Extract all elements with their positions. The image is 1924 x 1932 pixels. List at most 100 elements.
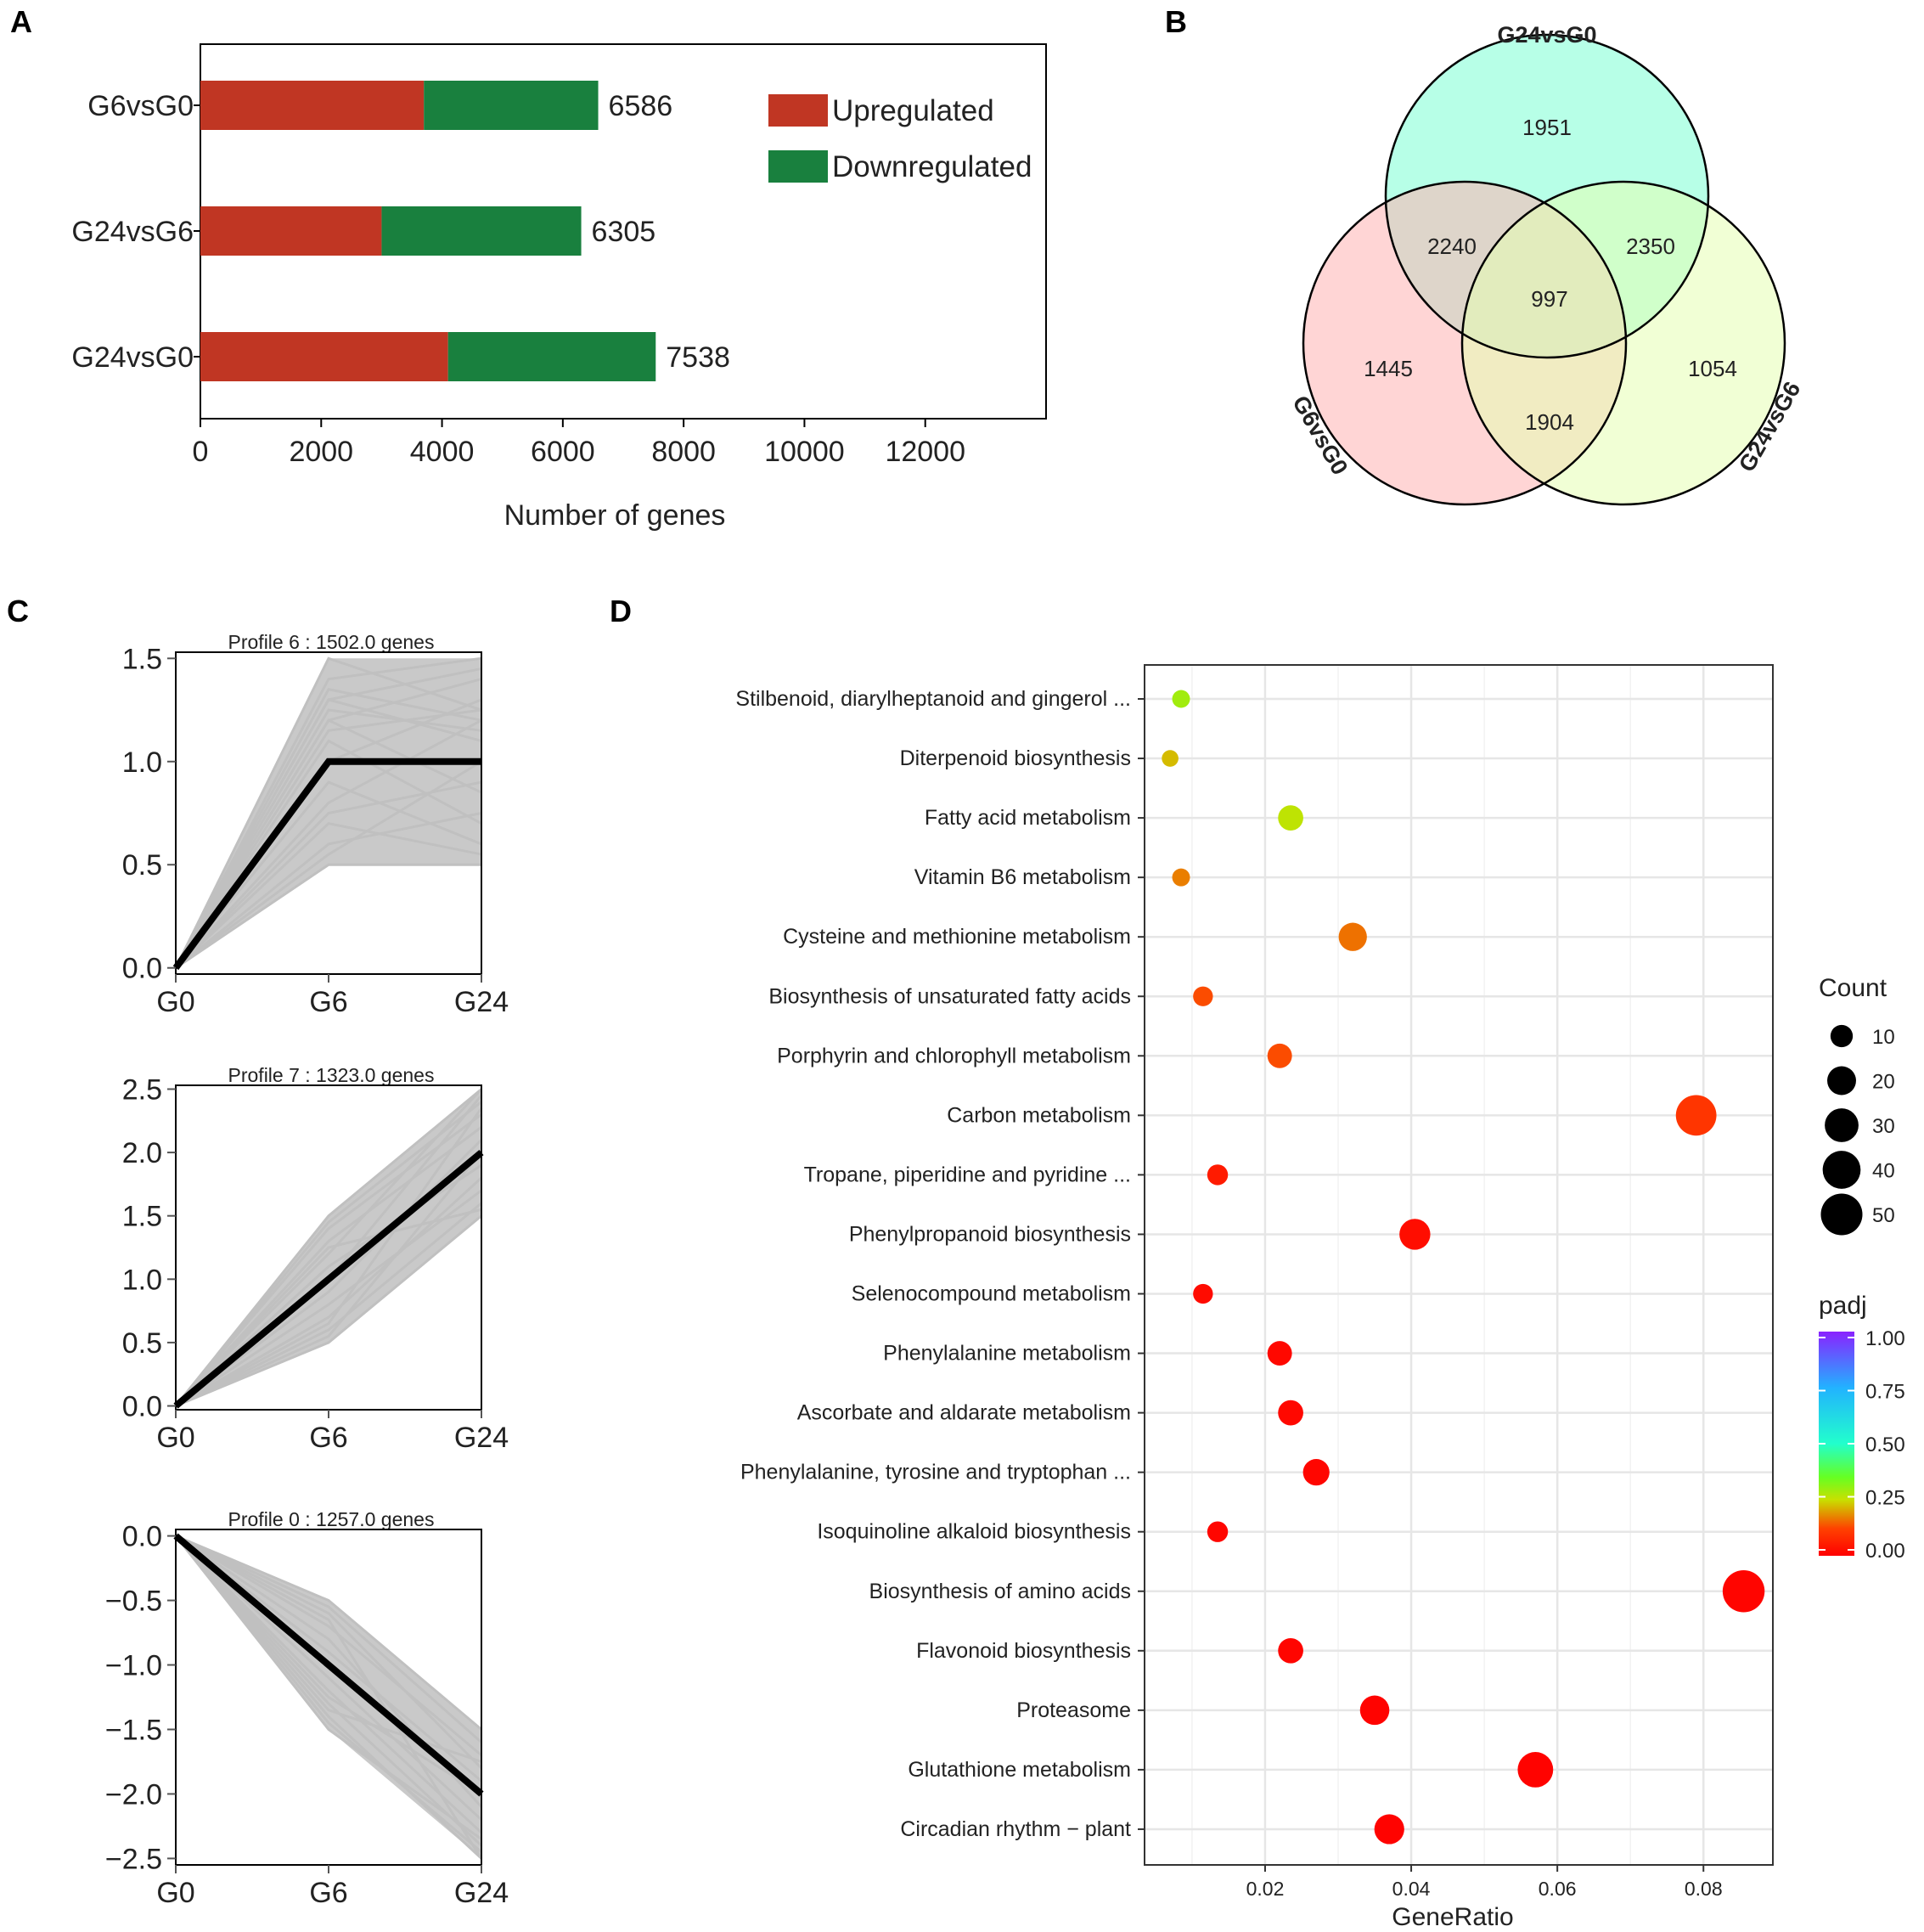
pathway-point: [1399, 1219, 1431, 1250]
pathway-label: Biosynthesis of amino acids: [869, 1580, 1131, 1603]
legend-size-dot: [1822, 1151, 1861, 1189]
pathway-label: Phenylpropanoid biosynthesis: [849, 1222, 1131, 1246]
pathway-label: Proteasome: [1016, 1698, 1131, 1722]
pathway-label: Phenylalanine metabolism: [883, 1342, 1131, 1366]
legend-swatch-downregulated: [768, 150, 828, 183]
profile-plot: Profile 0 : 1257.0 genes 0.0 −0.5 −1.0 −1.5 −…: [105, 1508, 509, 1909]
legend-color-label: 0.00: [1865, 1540, 1905, 1563]
profile-plot: Profile 7 : 1323.0 genes 0.0 0.5 1.0 1.5 2.0 2…: [122, 1064, 509, 1454]
legend-padj-title: padj: [1819, 1292, 1867, 1320]
pathway-label: Cysteine and methionine metabolism: [783, 925, 1131, 949]
profile-model-line: [173, 1533, 484, 1797]
pathway-label: Ascorbate and aldarate metabolism: [797, 1401, 1131, 1425]
x-tick-label: 0.04: [1392, 1878, 1431, 1900]
legend-size-label: 30: [1872, 1115, 1895, 1138]
pathway-point: [1675, 1095, 1717, 1136]
y-tick-label: 2.0: [122, 1137, 162, 1169]
venn-label-g24vsg0: G24vsG0: [1497, 22, 1596, 48]
panel-letter-a: A: [10, 4, 32, 39]
y-tick-label: −1.5: [105, 1714, 162, 1746]
pathway-point: [1722, 1570, 1765, 1613]
bar-downregulated: [381, 206, 582, 256]
x-tick-label: 0.06: [1539, 1878, 1577, 1900]
y-category-label: G24vsG6: [71, 216, 194, 248]
pathway-label: Carbon metabolism: [947, 1103, 1131, 1127]
x-tick-label: 0.08: [1685, 1878, 1723, 1900]
legend-size-label: 50: [1872, 1204, 1895, 1227]
y-tick-label: −0.5: [105, 1586, 162, 1618]
legend-color-label: 0.50: [1865, 1434, 1905, 1456]
profile-gene-band: [176, 658, 481, 968]
x-axis-title: Number of genes: [504, 499, 726, 532]
x-tick-label: G24: [454, 986, 509, 1018]
pathway-point: [1172, 690, 1190, 708]
venn-region-count: 997: [1531, 286, 1567, 312]
bar-upregulated: [200, 206, 382, 256]
venn-circle-outline: [1302, 180, 1628, 506]
pathway-label: Fatty acid metabolism: [925, 806, 1131, 830]
pathway-label: Stilbenoid, diarylheptanoid and gingerol…: [735, 687, 1131, 711]
x-tick-label: 2000: [289, 436, 353, 468]
legend-size-dot: [1827, 1066, 1856, 1096]
pathway-label: Glutathione metabolism: [908, 1758, 1131, 1782]
venn-region-count: 1904: [1525, 409, 1574, 435]
x-tick-label: G0: [156, 1422, 194, 1454]
legend-size-label: 20: [1872, 1071, 1895, 1094]
bar-downregulated: [424, 81, 599, 130]
y-tick-label: 0.0: [122, 1521, 162, 1553]
panel-letter-b: B: [1165, 4, 1187, 39]
venn-region-count: 1445: [1364, 356, 1413, 381]
pathway-label: Tropane, piperidine and pyridine ...: [804, 1163, 1131, 1186]
legend-size-label: 10: [1872, 1026, 1895, 1049]
pathway-point: [1278, 1637, 1303, 1664]
profile-title: Profile 7 : 1323.0 genes: [228, 1064, 435, 1086]
venn-region-count: 1054: [1688, 356, 1737, 381]
y-tick-label: −1.0: [105, 1650, 162, 1682]
y-tick-label: 0.5: [122, 849, 162, 882]
pathway-point: [1267, 1341, 1292, 1366]
x-tick-label: 8000: [651, 436, 716, 468]
pathway-point: [1207, 1521, 1229, 1542]
y-category-label: G24vsG0: [71, 341, 194, 374]
bar-upregulated: [200, 81, 425, 130]
pathway-label: Isoquinoline alkaloid biosynthesis: [817, 1520, 1131, 1544]
y-tick-label: −2.5: [105, 1843, 162, 1875]
y-tick-label: 0.0: [122, 953, 162, 985]
profile-title: Profile 6 : 1502.0 genes: [228, 631, 435, 653]
panel-a-bar-chart: 6586 G6vsG0 6305 G24vsG6 7538 G24vsG0 0 2000 400…: [71, 43, 1047, 532]
profile-gene-band: [176, 1089, 481, 1406]
y-tick-label: 1.5: [122, 643, 162, 675]
y-category-label: G6vsG0: [87, 90, 194, 122]
y-tick-label: 1.5: [122, 1201, 162, 1233]
x-tick-label: 0: [193, 436, 209, 468]
pathway-label: Phenylalanine, tyrosine and tryptophan .…: [740, 1461, 1131, 1484]
bar-total-label: 7538: [666, 341, 730, 374]
x-tick-label: 4000: [410, 436, 475, 468]
pathway-label: Biosynthesis of unsaturated fatty acids: [768, 984, 1131, 1008]
x-tick-label: 6000: [531, 436, 595, 468]
pathway-point: [1162, 750, 1179, 767]
legend-size-dot: [1830, 1024, 1854, 1048]
pathway-point: [1278, 1400, 1303, 1426]
x-tick-label: G24: [454, 1422, 509, 1454]
y-tick-label: 2.5: [122, 1073, 162, 1106]
panel-c-profile-plots: Profile 6 : 1502.0 genes 0.0 0.5 1.0 1.5 G0 G6…: [105, 631, 509, 1909]
legend-size-dot: [1820, 1193, 1863, 1236]
pathway-label: Porphyrin and chlorophyll metabolism: [777, 1044, 1131, 1067]
y-tick-label: 1.0: [122, 746, 162, 779]
x-tick-label: 10000: [764, 436, 845, 468]
x-tick-label: 0.02: [1246, 1878, 1285, 1900]
profile-plot: Profile 6 : 1502.0 genes 0.0 0.5 1.0 1.5 G0 G6…: [122, 631, 509, 1018]
pathway-point: [1374, 1814, 1404, 1845]
pathway-label: Diterpenoid biosynthesis: [900, 746, 1131, 770]
x-axis-title: GeneRatio: [1392, 1903, 1513, 1931]
legend-color-label: 0.75: [1865, 1381, 1905, 1404]
venn-set-g24vsg6: [1462, 182, 1785, 504]
x-tick-label: G24: [454, 1877, 509, 1909]
pathway-point: [1172, 868, 1190, 887]
profile-model-line: [173, 1150, 484, 1409]
pathway-point: [1207, 1164, 1229, 1186]
pathway-point: [1193, 1283, 1213, 1304]
legend-color-label: 0.25: [1865, 1487, 1905, 1510]
